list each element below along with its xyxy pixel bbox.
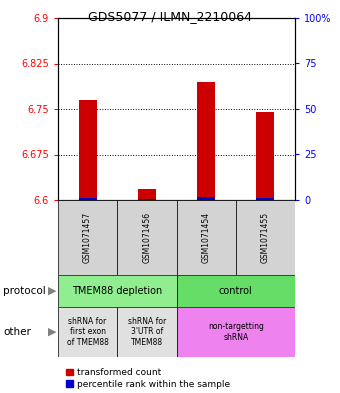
Text: shRNA for
3'UTR of
TMEM88: shRNA for 3'UTR of TMEM88 [128, 317, 166, 347]
Bar [58, 307, 117, 357]
Text: ▶: ▶ [49, 327, 57, 337]
Text: non-targetting
shRNA: non-targetting shRNA [208, 322, 264, 342]
Text: GSM1071457: GSM1071457 [83, 212, 92, 263]
Bar [256, 112, 274, 200]
Text: shRNA for
first exon
of TMEM88: shRNA for first exon of TMEM88 [67, 317, 108, 347]
Text: GSM1071456: GSM1071456 [142, 212, 151, 263]
Text: GSM1071455: GSM1071455 [261, 212, 270, 263]
Bar [176, 275, 295, 307]
Bar [117, 307, 176, 357]
Bar [58, 275, 176, 307]
Bar [79, 100, 97, 200]
Bar [176, 200, 236, 275]
Text: control: control [219, 286, 253, 296]
Text: GSM1071454: GSM1071454 [202, 212, 210, 263]
Bar [197, 82, 215, 200]
Bar [176, 307, 295, 357]
Bar [79, 198, 97, 200]
Bar [58, 200, 117, 275]
Bar [256, 198, 274, 200]
Bar [138, 199, 156, 200]
Bar [197, 197, 215, 200]
Bar [117, 200, 176, 275]
Text: GDS5077 / ILMN_2210064: GDS5077 / ILMN_2210064 [88, 10, 252, 23]
Bar [236, 200, 295, 275]
Text: protocol: protocol [3, 286, 46, 296]
Text: other: other [3, 327, 31, 337]
Text: ▶: ▶ [49, 286, 57, 296]
Legend: transformed count, percentile rank within the sample: transformed count, percentile rank withi… [62, 365, 234, 393]
Bar [138, 189, 156, 200]
Text: TMEM88 depletion: TMEM88 depletion [72, 286, 163, 296]
